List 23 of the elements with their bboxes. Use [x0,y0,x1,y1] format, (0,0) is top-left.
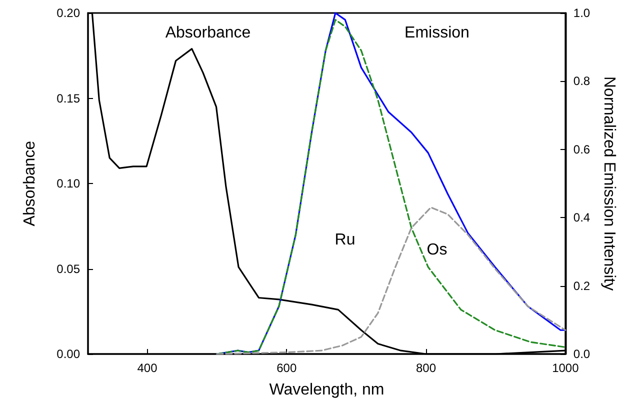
x-tick-label: 800 [416,361,436,375]
y2-tick-label: 0.2 [573,278,590,293]
y2-axis-title: Normalized Emission Intensity [600,76,618,291]
annotation: Absorbance [165,24,251,42]
x-tick-label: 1000 [552,361,580,375]
annotation: Emission [404,24,470,42]
y2-tick-label: 0.4 [573,210,590,225]
line-series [216,206,566,355]
x-tick-label: 600 [276,361,297,375]
y-axis-title: Absorbance [22,140,38,226]
y-tick-label: 0.15 [56,91,80,106]
y-tick-label: 0.00 [56,347,80,361]
y2-tick-label: 0.8 [573,74,590,88]
annotation: Os [426,242,448,258]
y-tick-label: 0.10 [56,176,80,190]
annotation: Ru [334,232,356,248]
y2-tick-label: 1.0 [573,6,590,20]
x-axis-title: Wavelength, nm [269,382,384,398]
y-tick-label: 0.20 [56,6,80,20]
y2-tick-label: 0.0 [573,347,590,361]
x-tick-label: 400 [137,361,158,375]
y-tick-label: 0.05 [56,262,80,276]
y2-tick-label: 0.6 [573,142,590,156]
